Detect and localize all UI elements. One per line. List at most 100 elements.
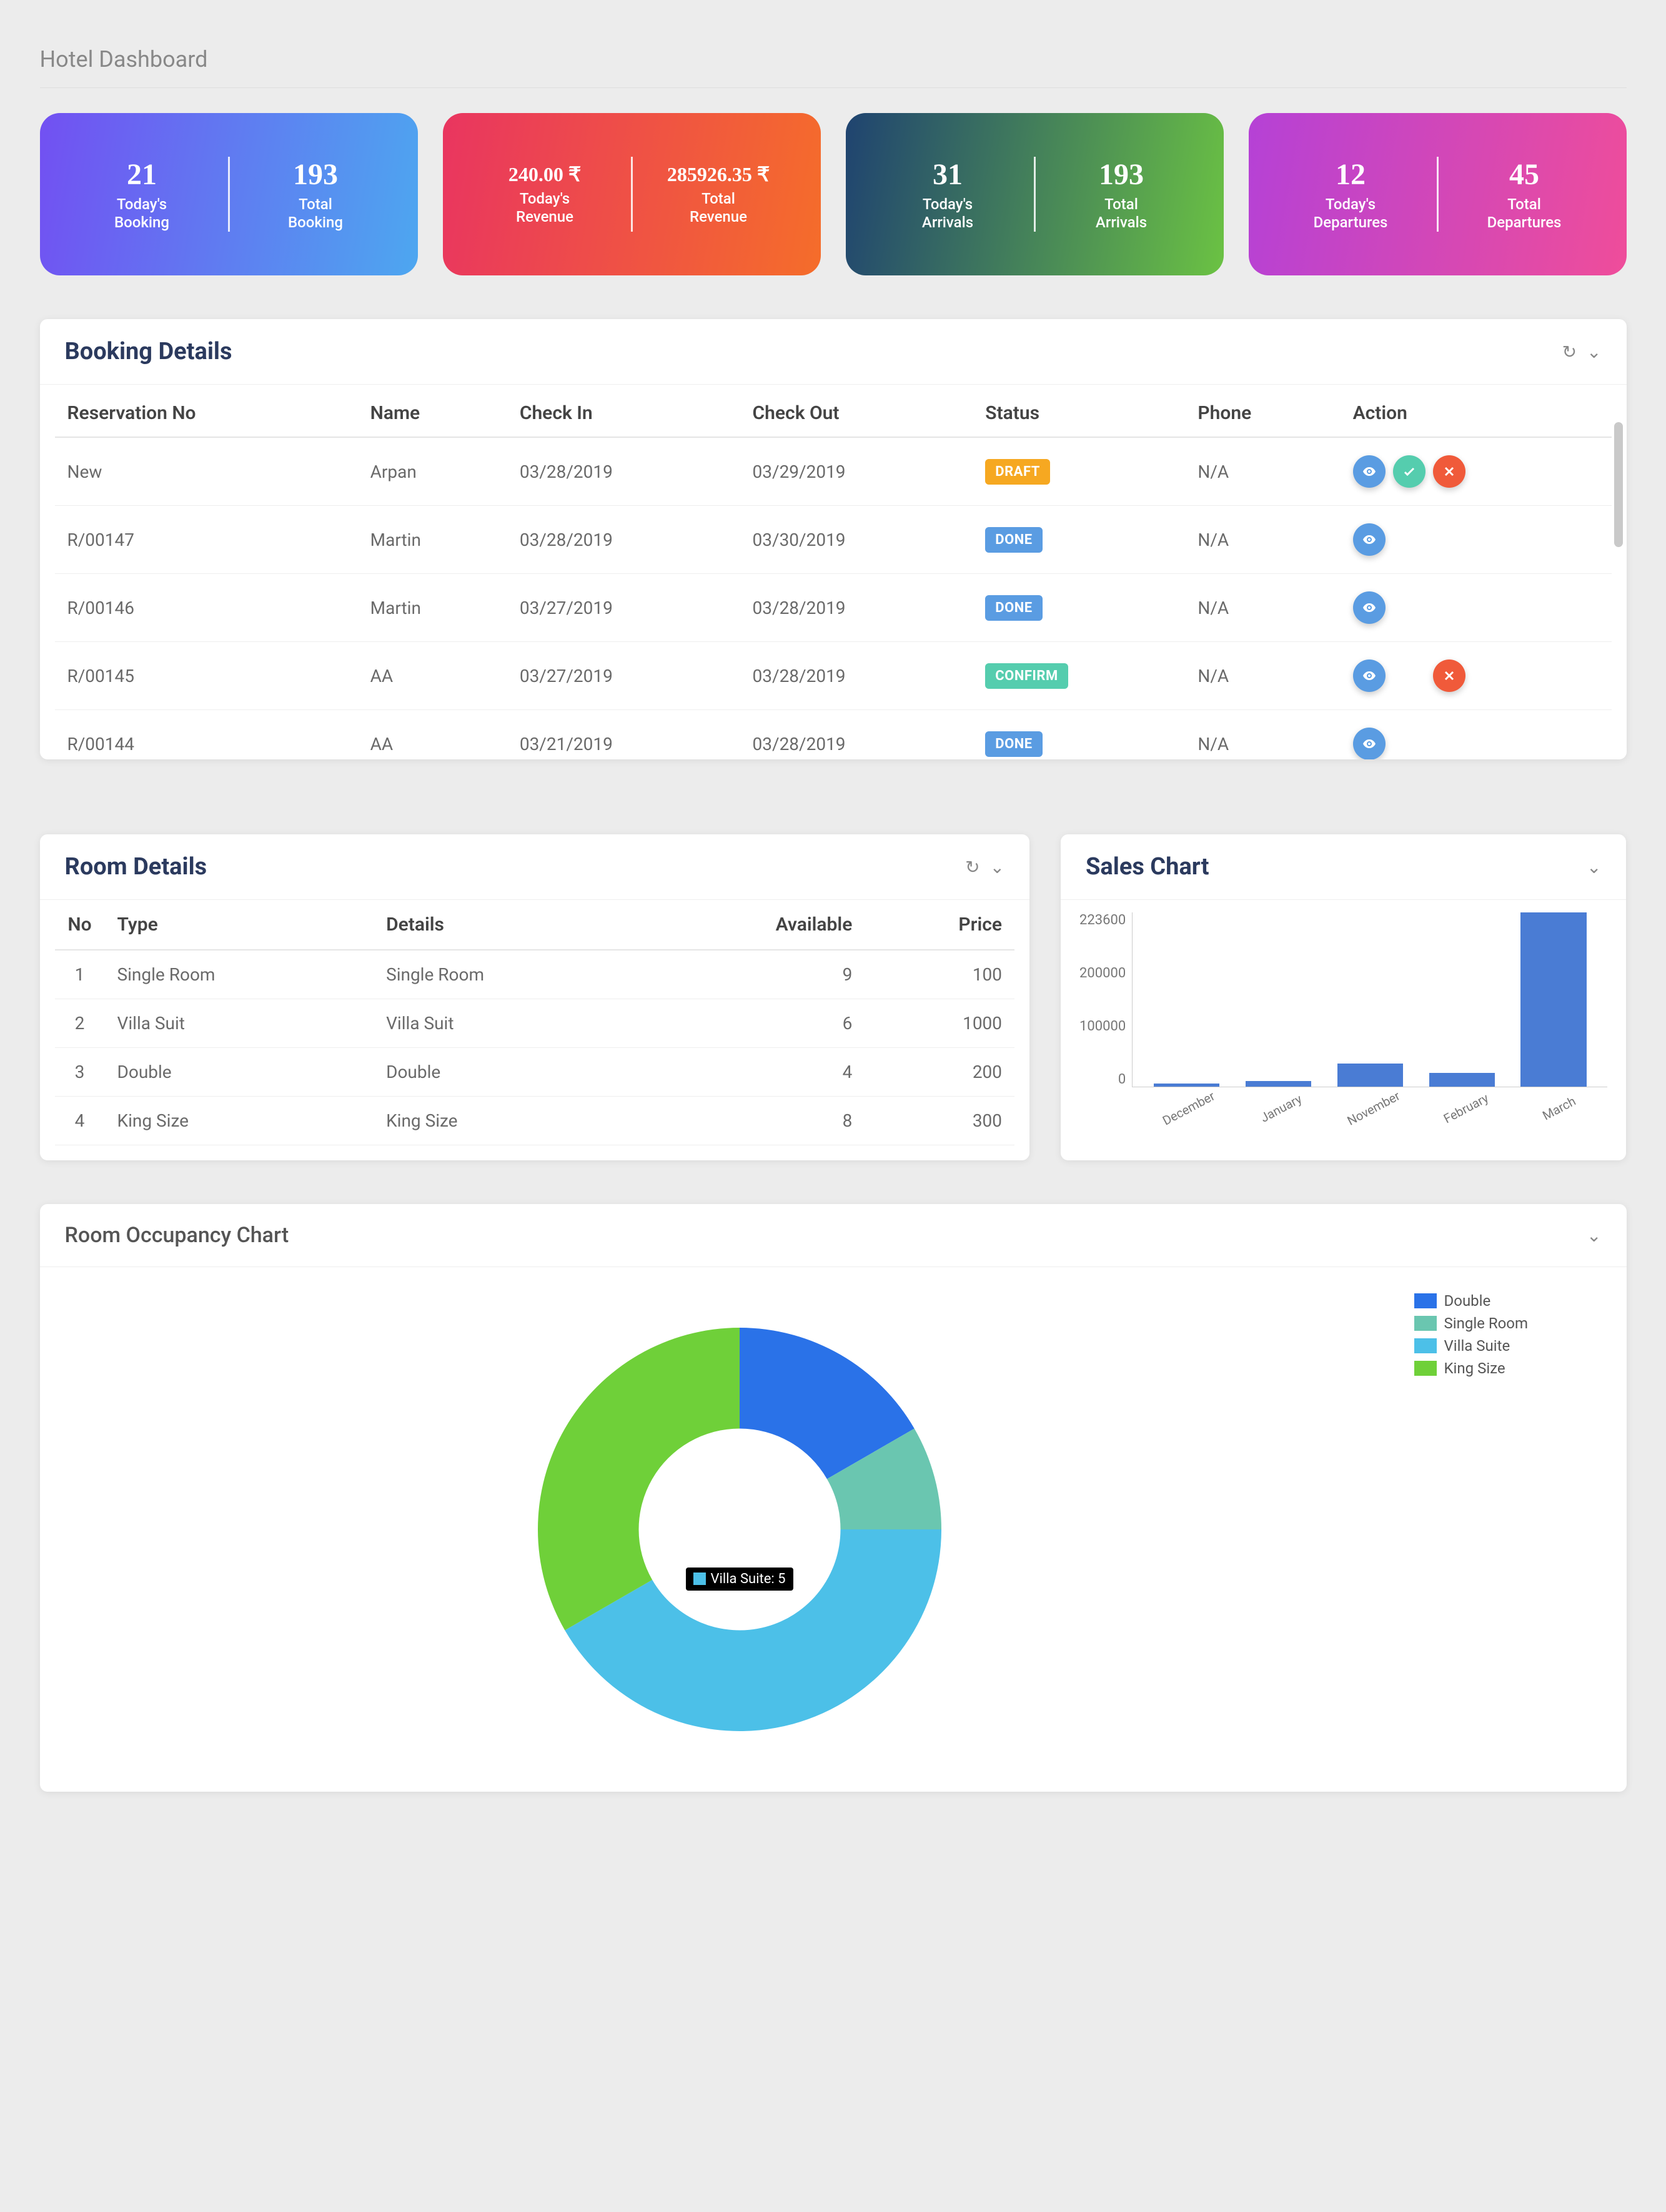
legend-label: Double (1444, 1292, 1491, 1310)
cell-type: King Size (105, 1097, 374, 1145)
cell-reservation: R/00144 (55, 710, 358, 760)
stat-label: Today'sRevenue (516, 190, 573, 226)
legend-swatch (1414, 1361, 1437, 1376)
y-tick-label: 100000 (1079, 1019, 1126, 1034)
cell-actions (1341, 437, 1612, 506)
bar[interactable] (1429, 1073, 1495, 1087)
stat-value: 31 (933, 157, 963, 192)
stat-value: 285926.35 ₹ (667, 162, 770, 186)
legend-label: Villa Suite (1444, 1337, 1510, 1355)
view-button[interactable] (1353, 728, 1386, 759)
stat-card[interactable]: 21 Today'sBooking 193 TotalBooking (40, 113, 418, 275)
stat-card[interactable]: 240.00 ₹ Today'sRevenue 285926.35 ₹ Tota… (443, 113, 821, 275)
table-row: R/00147 Martin 03/28/2019 03/30/2019 DON… (55, 506, 1612, 574)
cell-type: Single Room (105, 950, 374, 999)
bar[interactable] (1246, 1081, 1311, 1087)
stat-value: 193 (1099, 157, 1144, 192)
cell-no: 2 (55, 999, 105, 1048)
legend-item[interactable]: Single Room (1414, 1315, 1602, 1332)
cell-status: DRAFT (973, 437, 1185, 506)
legend-label: King Size (1444, 1360, 1505, 1377)
column-header: Phone (1185, 385, 1340, 437)
stat-card[interactable]: 31 Today'sArrivals 193 TotalArrivals (846, 113, 1224, 275)
x-tick-label: November (1341, 1086, 1406, 1130)
occupancy-chart-title: Room Occupancy Chart (65, 1223, 289, 1248)
table-row: R/00144 AA 03/21/2019 03/28/2019 DONE N/… (55, 710, 1612, 760)
booking-panel-title: Booking Details (65, 338, 232, 365)
view-button[interactable] (1353, 659, 1386, 692)
stat-value: 45 (1509, 157, 1539, 192)
cell-phone: N/A (1185, 574, 1340, 642)
view-button[interactable] (1353, 523, 1386, 556)
legend-label: Single Room (1444, 1315, 1529, 1332)
bar[interactable] (1154, 1084, 1219, 1087)
cell-price: 1000 (865, 999, 1014, 1048)
cell-name: Arpan (358, 437, 507, 506)
stat-label: Today'sArrivals (922, 195, 973, 232)
cell-status: DONE (973, 574, 1185, 642)
refresh-icon[interactable]: ↻ (1562, 342, 1577, 362)
cell-type: Double (105, 1048, 374, 1097)
stat-label: TotalBooking (288, 195, 343, 232)
bar[interactable] (1520, 912, 1586, 1087)
occupancy-chart-panel: Room Occupancy Chart ⌄ Villa Suite: 5 Do… (40, 1204, 1627, 1792)
sales-bar-chart: 2236002000001000000 DecemberJanuaryNovem… (1079, 912, 1607, 1112)
cell-name: Martin (358, 574, 507, 642)
cell-phone: N/A (1185, 506, 1340, 574)
cell-details: King Size (374, 1097, 643, 1145)
cell-available: 4 (643, 1048, 865, 1097)
scrollbar[interactable] (1614, 422, 1623, 672)
stat-value: 21 (127, 157, 157, 192)
chevron-down-icon[interactable]: ⌄ (1587, 857, 1601, 877)
chevron-down-icon[interactable]: ⌄ (1587, 342, 1601, 362)
page-title: Hotel Dashboard (40, 31, 1627, 88)
cell-price: 100 (865, 950, 1014, 999)
legend-item[interactable]: Double (1414, 1292, 1602, 1310)
delete-button[interactable] (1433, 455, 1465, 488)
cell-reservation: R/00147 (55, 506, 358, 574)
stat-label: Today'sDepartures (1314, 195, 1388, 232)
column-header: Check Out (740, 385, 973, 437)
cell-details: Villa Suit (374, 999, 643, 1048)
column-header: Reservation No (55, 385, 358, 437)
x-tick-label: January (1248, 1086, 1314, 1130)
column-header: Check In (507, 385, 740, 437)
room-details-panel: Room Details ↻ ⌄ NoTypeDetailsAvailableP… (40, 834, 1030, 1160)
cell-price: 300 (865, 1097, 1014, 1145)
room-table: NoTypeDetailsAvailablePrice 1 Single Roo… (55, 900, 1015, 1145)
cell-no: 3 (55, 1048, 105, 1097)
cell-checkin: 03/27/2019 (507, 574, 740, 642)
cell-status: DONE (973, 506, 1185, 574)
chevron-down-icon[interactable]: ⌄ (1587, 1225, 1601, 1246)
bar[interactable] (1337, 1064, 1403, 1087)
table-row: 3 Double Double 4 200 (55, 1048, 1015, 1097)
stat-card[interactable]: 12 Today'sDepartures 45 TotalDepartures (1249, 113, 1627, 275)
stat-label: Today'sBooking (114, 195, 169, 232)
stat-value: 12 (1336, 157, 1366, 192)
view-button[interactable] (1353, 591, 1386, 624)
booking-details-panel: Booking Details ↻ ⌄ Reservation NoNameCh… (40, 319, 1627, 759)
view-button[interactable] (1353, 455, 1386, 488)
confirm-button[interactable] (1393, 455, 1426, 488)
cell-name: AA (358, 642, 507, 710)
cell-details: Double (374, 1048, 643, 1097)
delete-button[interactable] (1433, 659, 1465, 692)
cell-checkout: 03/28/2019 (740, 642, 973, 710)
cell-checkin: 03/27/2019 (507, 642, 740, 710)
status-badge: DONE (985, 731, 1042, 757)
cell-actions (1341, 642, 1612, 710)
table-row: R/00145 AA 03/27/2019 03/28/2019 CONFIRM… (55, 642, 1612, 710)
cell-no: 4 (55, 1097, 105, 1145)
cell-type: Villa Suit (105, 999, 374, 1048)
legend-item[interactable]: Villa Suite (1414, 1337, 1602, 1355)
cell-phone: N/A (1185, 642, 1340, 710)
legend-item[interactable]: King Size (1414, 1360, 1602, 1377)
divider (1034, 157, 1036, 232)
stat-cards-row: 21 Today'sBooking 193 TotalBooking 240.0… (40, 113, 1627, 275)
cell-checkout: 03/28/2019 (740, 710, 973, 760)
cell-reservation: R/00146 (55, 574, 358, 642)
chevron-down-icon[interactable]: ⌄ (990, 857, 1004, 877)
refresh-icon[interactable]: ↻ (965, 857, 979, 877)
x-tick-label: December (1156, 1086, 1221, 1130)
y-tick-label: 0 (1118, 1072, 1126, 1087)
